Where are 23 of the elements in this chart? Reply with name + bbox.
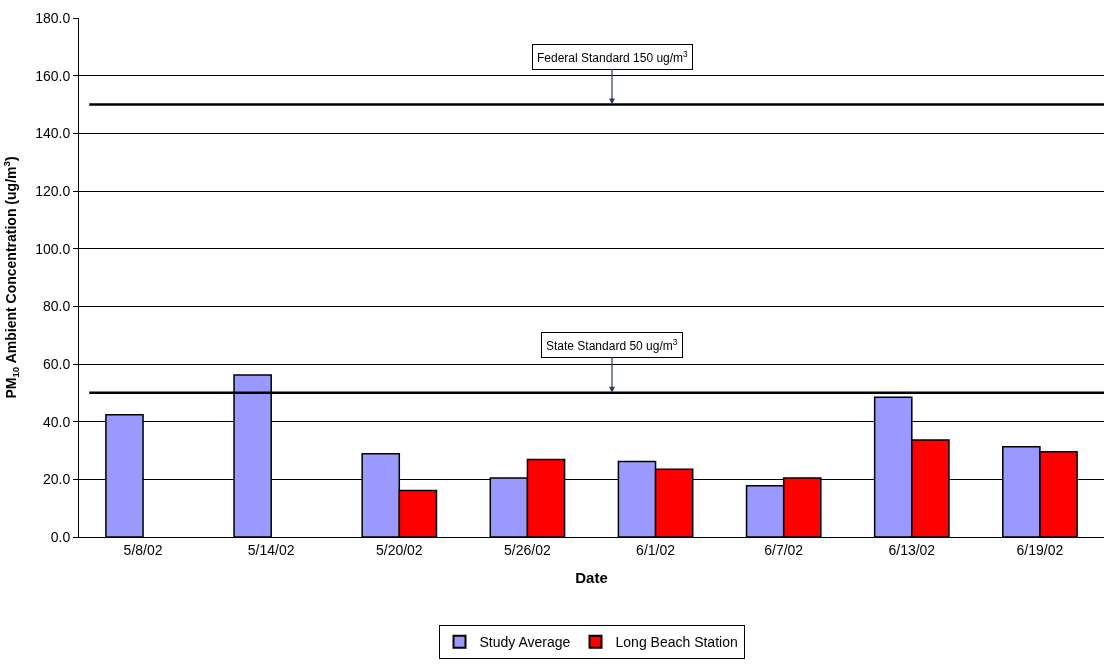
y-tick-label: 60.0 xyxy=(42,355,71,372)
y-tick-label: 20.0 xyxy=(42,471,71,488)
x-tick-label: 6/13/02 xyxy=(888,541,936,558)
x-tick-label: 6/19/02 xyxy=(1016,541,1064,558)
y-tick-label: 100.0 xyxy=(35,240,71,257)
y-tick-label: 80.0 xyxy=(42,298,71,315)
x-tick-label: 5/20/02 xyxy=(375,541,423,558)
ref-line-label: State Standard 50 ug/m$^{3}$ xyxy=(546,337,678,354)
x-tick-label: 5/14/02 xyxy=(247,541,295,558)
x-axis-title: Date xyxy=(575,568,608,586)
y-tick-label: 140.0 xyxy=(35,125,71,142)
x-tick-label: 5/8/02 xyxy=(123,541,163,558)
y-tick-label: 120.0 xyxy=(35,182,71,199)
ref-line-label: Federal Standard 150 ug/m$^{3}$ xyxy=(537,49,689,66)
x-tick-label: 6/7/02 xyxy=(764,541,804,558)
y-tick-label: 40.0 xyxy=(42,413,71,430)
y-tick-label: 160.0 xyxy=(35,67,71,84)
x-tick-label: 6/1/02 xyxy=(636,541,676,558)
y-tick-label: 0.0 xyxy=(50,528,71,545)
x-tick-label: 5/26/02 xyxy=(504,541,551,558)
legend-label: Study Average xyxy=(479,634,571,651)
y-tick-label: 180.0 xyxy=(35,9,71,26)
legend-label: Long Beach Station xyxy=(615,634,738,651)
